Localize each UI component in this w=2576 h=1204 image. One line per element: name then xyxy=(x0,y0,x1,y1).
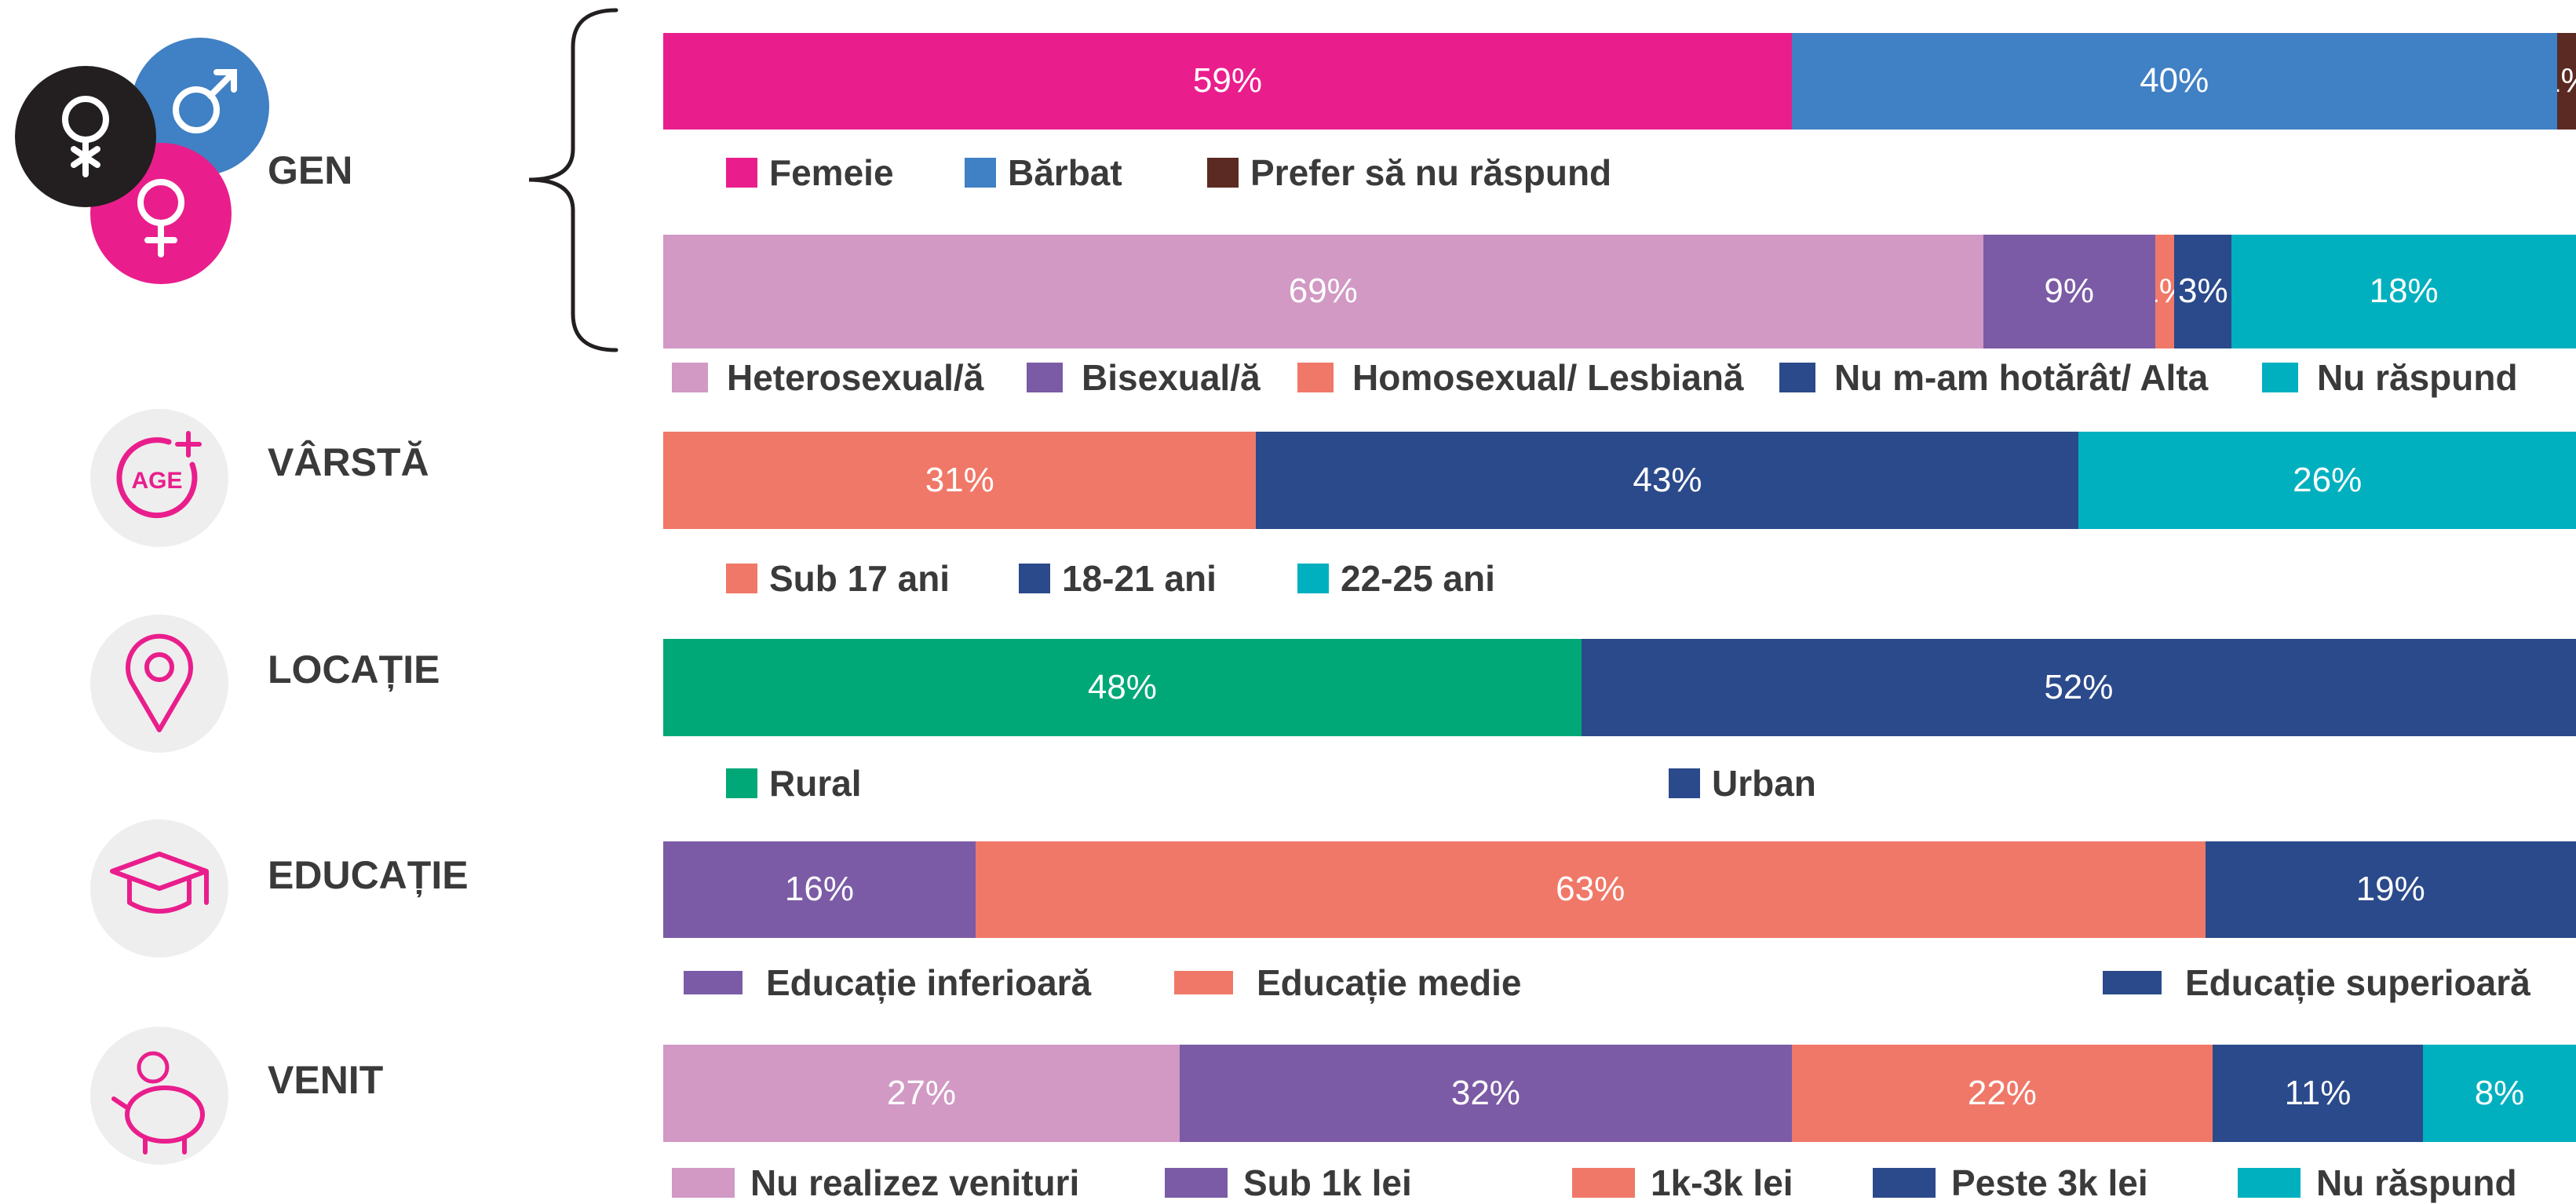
legend-label: Bărbat xyxy=(1008,152,1122,193)
data-label: 32% xyxy=(1450,1073,1520,1112)
legend-label: Prefer să nu răspund xyxy=(1250,152,1612,193)
bar-segment: 22% xyxy=(1791,1045,2213,1142)
legend-label: Urban xyxy=(1712,763,1816,804)
data-label: 69% xyxy=(1288,272,1358,311)
data-label: 1% xyxy=(2557,61,2576,100)
legend-label: Peste 3k lei xyxy=(1951,1162,2148,1203)
location-icon xyxy=(90,615,228,753)
legend-label: Nu m-am hotărât/ Alta xyxy=(1834,357,2209,398)
data-label: 31% xyxy=(925,460,994,499)
data-label: 27% xyxy=(886,1073,957,1112)
legend-label: Bisexual/ă xyxy=(1082,357,1261,398)
data-label: 16% xyxy=(784,870,854,909)
bar-segment: 9% xyxy=(1983,235,2155,348)
legend-swatch xyxy=(672,1168,735,1198)
data-label: 19% xyxy=(2355,870,2425,909)
bar-segment: 1% xyxy=(2155,235,2175,348)
bar-segment: 40% xyxy=(1791,33,2557,130)
data-label: 9% xyxy=(2044,272,2094,311)
data-label: 26% xyxy=(2293,460,2363,499)
bar-segment: 48% xyxy=(663,639,1582,736)
legend-label: Nu răspund xyxy=(2317,357,2518,398)
data-label: 40% xyxy=(2140,61,2209,100)
bar-segment: 3% xyxy=(2174,235,2232,348)
legend-label: Rural xyxy=(769,763,862,804)
data-label: 1% xyxy=(2155,272,2174,310)
legend-swatch xyxy=(1165,1168,1228,1198)
legend-swatch xyxy=(2103,971,2162,994)
legend-swatch xyxy=(726,564,757,593)
data-label: 8% xyxy=(2474,1073,2525,1112)
legend-swatch xyxy=(965,158,996,188)
bar-segment: 69% xyxy=(663,235,1983,348)
data-label: 3% xyxy=(2177,272,2228,311)
bar-segment: 52% xyxy=(1581,639,2576,736)
legend-label: Femeie xyxy=(769,152,894,193)
bar-segment: 27% xyxy=(663,1045,1180,1142)
legend-label: Sub 17 ani xyxy=(769,558,950,599)
bar-segment: 11% xyxy=(2212,1045,2424,1142)
legend-swatch xyxy=(1027,363,1063,392)
data-label: 48% xyxy=(1087,667,1157,706)
bar-segment: 18% xyxy=(2231,235,2576,348)
legend-swatch xyxy=(1873,1168,1936,1198)
legend-label: Heterosexual/ă xyxy=(727,357,984,398)
legend-swatch xyxy=(1572,1168,1635,1198)
brace xyxy=(528,8,618,352)
bar-segment: 16% xyxy=(663,841,976,938)
legend-swatch xyxy=(1019,564,1050,593)
row-title: GEN xyxy=(268,148,353,192)
row-title: VENIT xyxy=(268,1058,384,1102)
legend-label: Educație inferioară xyxy=(766,962,1092,1003)
bar-segment: 32% xyxy=(1179,1045,1792,1142)
bar-segment: 26% xyxy=(2078,432,2576,529)
legend-swatch xyxy=(1174,971,1233,994)
legend-label: Nu realizez venituri xyxy=(750,1162,1080,1203)
data-label: 11% xyxy=(2284,1073,2352,1112)
data-label: 63% xyxy=(1556,870,1626,909)
bar-segment: 1% xyxy=(2556,33,2576,130)
income-icon xyxy=(90,1027,228,1165)
bar-segment: 8% xyxy=(2423,1045,2576,1142)
bar-segment: 59% xyxy=(663,33,1792,130)
data-label: 59% xyxy=(1192,61,1262,100)
legend-label: 1k-3k lei xyxy=(1651,1162,1793,1203)
bar-segment: 63% xyxy=(975,841,2206,938)
row-title: LOCAȚIE xyxy=(268,648,440,691)
data-label: 43% xyxy=(1633,460,1702,499)
legend-label: Educație superioară xyxy=(2185,962,2530,1003)
legend-swatch xyxy=(2238,1168,2301,1198)
legend-label: Homosexual/ Lesbiană xyxy=(1352,357,1744,398)
legend-swatch xyxy=(1779,363,1815,392)
bar-segment: 31% xyxy=(663,432,1257,529)
legend-swatch xyxy=(1297,564,1329,593)
row-title: VÂRSTĂ xyxy=(268,440,429,484)
data-label: 22% xyxy=(1967,1073,2037,1112)
legend-swatch xyxy=(726,158,757,188)
data-label: 52% xyxy=(2044,667,2114,706)
legend-swatch xyxy=(1207,158,1239,188)
legend-swatch xyxy=(726,768,757,798)
row-title: EDUCAȚIE xyxy=(268,853,469,897)
legend-label: 22-25 ani xyxy=(1341,558,1495,599)
data-label: 18% xyxy=(2369,272,2439,311)
legend-swatch xyxy=(672,363,708,392)
legend-label: Nu răspund xyxy=(2316,1162,2517,1203)
legend-label: 18-21 ani xyxy=(1062,558,1217,599)
bar-segment: 43% xyxy=(1256,432,2079,529)
legend-label: Sub 1k lei xyxy=(1243,1162,1412,1203)
svg-text:AGE: AGE xyxy=(131,468,182,494)
legend-swatch xyxy=(684,971,743,994)
legend-swatch xyxy=(2262,363,2298,392)
legend-swatch xyxy=(1669,768,1700,798)
bar-segment: 19% xyxy=(2205,841,2576,938)
legend-swatch xyxy=(1297,363,1334,392)
legend-label: Educație medie xyxy=(1257,962,1522,1003)
